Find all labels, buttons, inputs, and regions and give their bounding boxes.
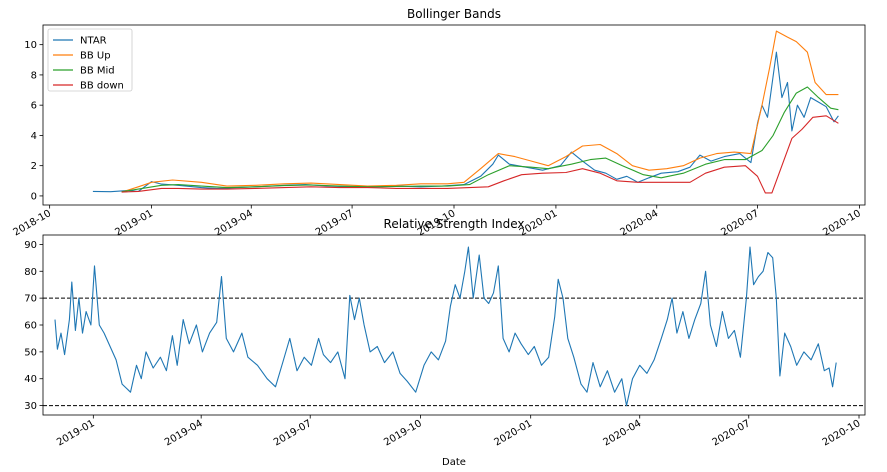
- y-tick-label: 2: [31, 161, 37, 172]
- y-tick-label: 30: [24, 401, 37, 412]
- y-tick-label: 50: [24, 347, 37, 358]
- series-line-rsi: [54, 246, 837, 407]
- plot-frame: [42, 234, 866, 416]
- x-tick-label: 2020-10: [821, 418, 863, 448]
- series-line-bb-up: [121, 30, 839, 193]
- legend-box: [47, 28, 133, 92]
- x-tick-label: 2020-01: [492, 418, 534, 448]
- x-tick-label: 2019-10: [382, 418, 424, 448]
- x-tick-label: 2020-04: [619, 208, 661, 238]
- x-tick-label: 2019-01: [55, 418, 97, 448]
- rsi-chart: 30 40 50 60 70 80 90 2019-01 2019-04 2019-07 2019-…: [24, 217, 866, 468]
- legend-label: BB Mid: [80, 66, 115, 77]
- chart-title: Bollinger Bands: [407, 7, 501, 21]
- series-line-bb-down: [121, 115, 839, 194]
- x-tick-label: 2019-01: [113, 208, 155, 238]
- x-tick-label: 2018-10: [11, 208, 53, 238]
- chart-title: Relative Strength Index: [384, 217, 525, 231]
- y-tick-label: 40: [24, 374, 37, 385]
- x-tick-label: 2019-07: [314, 208, 356, 238]
- x-tick-label: 2020-07: [719, 208, 761, 238]
- legend-label: NTAR: [80, 36, 107, 47]
- y-tick-label: 70: [24, 294, 37, 305]
- y-tick-label: 10: [24, 40, 37, 51]
- x-tick-label: 2020-04: [602, 418, 644, 448]
- series-line-ntar: [92, 51, 839, 193]
- legend-label: BB Up: [80, 51, 111, 62]
- y-tick-label: 0: [31, 191, 37, 202]
- series-line-bb-mid: [121, 86, 839, 193]
- y-tick-label: 6: [31, 101, 37, 112]
- x-tick-label: 2019-04: [213, 208, 255, 238]
- y-tick-label: 4: [31, 131, 37, 142]
- x-tick-label: 2020-10: [821, 208, 863, 238]
- x-axis-label: Date: [442, 457, 466, 468]
- legend-label: BB down: [80, 81, 124, 92]
- plot-frame: [42, 24, 866, 206]
- x-tick-label: 2020-07: [711, 418, 753, 448]
- y-tick-label: 90: [24, 240, 37, 251]
- x-tick-label: 2019-07: [272, 418, 314, 448]
- y-tick-label: 80: [24, 267, 37, 278]
- x-tick-label: 2019-04: [163, 418, 205, 448]
- y-tick-label: 60: [24, 321, 37, 332]
- y-tick-label: 8: [31, 70, 37, 81]
- legend: NTAR BB Up BB Mid BB down: [47, 28, 133, 92]
